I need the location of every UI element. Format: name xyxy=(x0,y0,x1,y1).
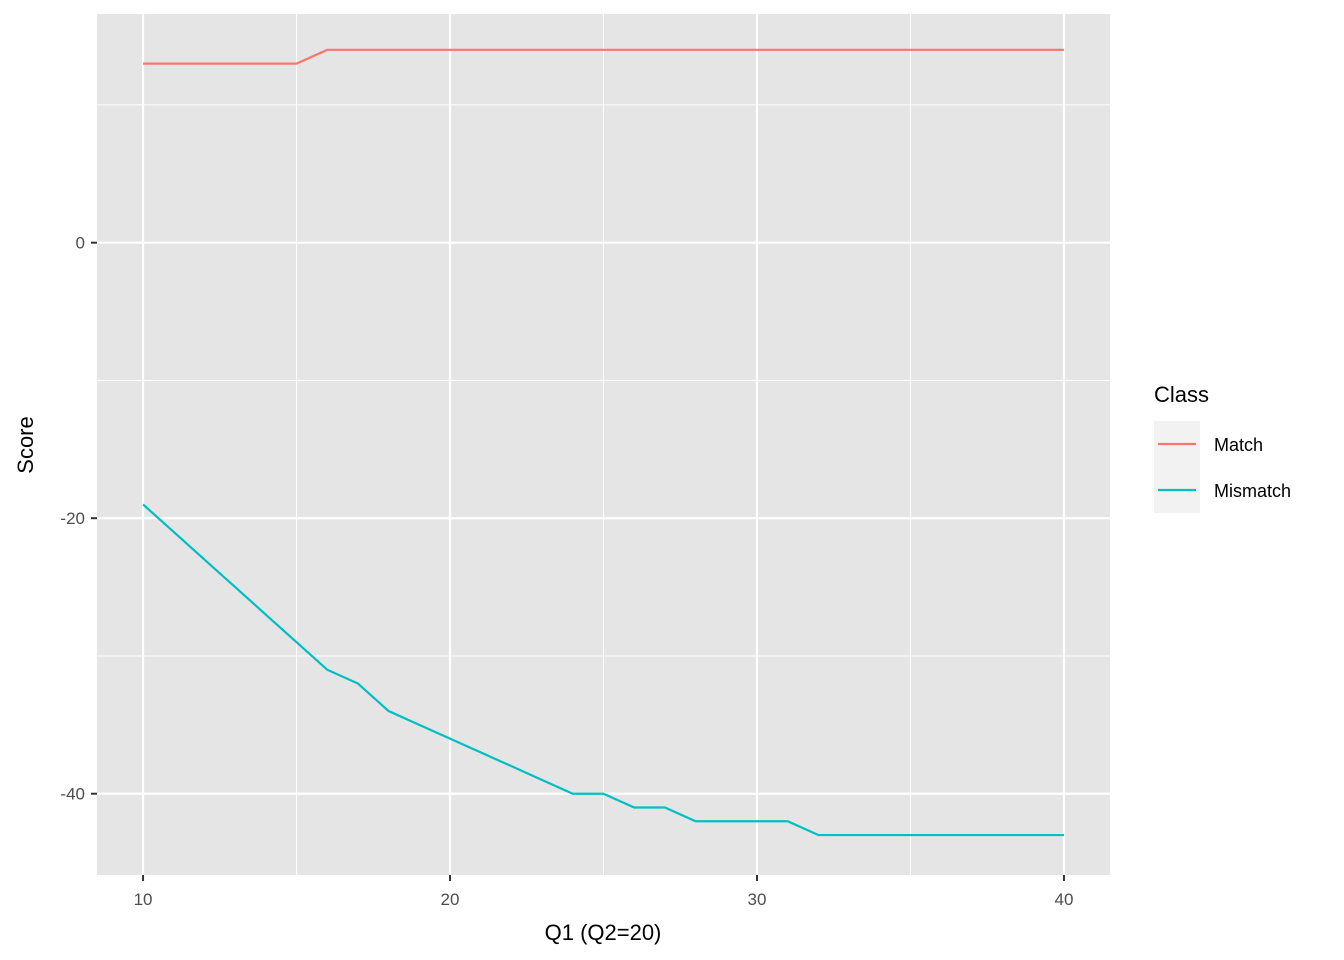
series-line-match xyxy=(143,48,1064,65)
y-tick-label: -40 xyxy=(60,785,85,804)
legend-title: Class xyxy=(1154,382,1209,407)
y-axis-label: Score xyxy=(13,416,38,473)
y-tick-label: 0 xyxy=(76,234,85,253)
x-tick-label: 40 xyxy=(1054,890,1073,909)
legend-label-match: Match xyxy=(1214,435,1263,455)
legend-label-mismatch: Mismatch xyxy=(1214,481,1291,501)
x-tick-label: 20 xyxy=(441,890,460,909)
series-line-mismatch xyxy=(142,503,1064,837)
x-tick-label: 10 xyxy=(134,890,153,909)
x-axis-label: Q1 (Q2=20) xyxy=(545,920,662,945)
legend: Class Match Mismatch xyxy=(1154,382,1291,513)
x-tick-label: 30 xyxy=(748,890,767,909)
y-tick-label: -20 xyxy=(60,509,85,528)
